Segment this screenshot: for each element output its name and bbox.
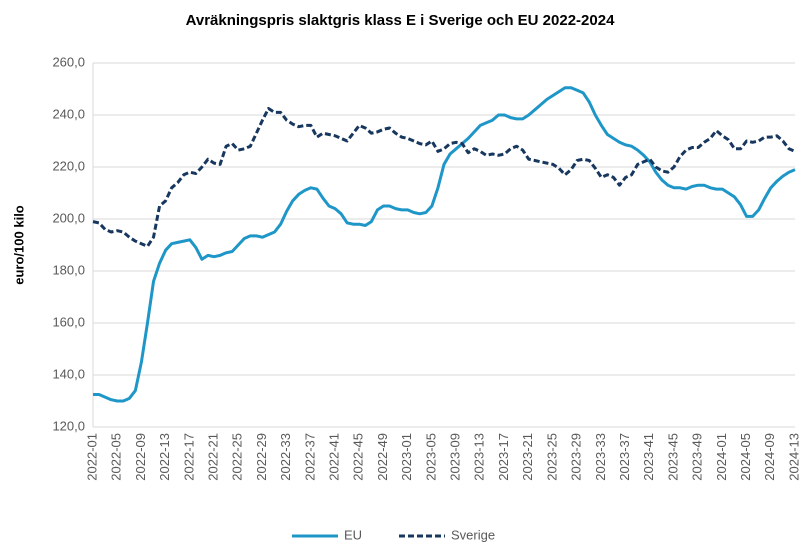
x-tick-label: 2024-01: [714, 433, 729, 481]
x-tick-label: 2022-45: [351, 433, 366, 481]
x-tick-label: 2023-21: [520, 433, 535, 481]
x-tick-label: 2023-45: [665, 433, 680, 481]
x-tick-label: 2022-37: [302, 433, 317, 481]
x-tick-label: 2022-49: [375, 433, 390, 481]
y-tick-label: 200,0: [52, 210, 85, 225]
x-tick-label: 2023-29: [569, 433, 584, 481]
y-tick-label: 240,0: [52, 106, 85, 121]
series-line: [93, 86, 796, 403]
x-tick-label: 2024-13: [786, 433, 801, 481]
x-tick-label: 2022-25: [230, 433, 245, 481]
x-tick-label: 2023-05: [423, 433, 438, 481]
legend-label: EU: [344, 527, 362, 542]
chart-title: Avräkningspris slaktgris klass E i Sveri…: [186, 12, 615, 29]
x-tick-label: 2023-01: [399, 433, 414, 481]
x-tick-label: 2022-09: [133, 433, 148, 481]
x-tick-label: 2023-49: [690, 433, 705, 481]
x-tick-label: 2023-41: [641, 433, 656, 481]
x-tick-label: 2022-29: [254, 433, 269, 481]
x-tick-label: 2023-17: [496, 433, 511, 481]
x-tick-label: 2022-13: [157, 433, 172, 481]
x-tick-label: 2022-17: [181, 433, 196, 481]
y-tick-label: 120,0: [52, 418, 85, 433]
y-tick-label: 260,0: [52, 54, 85, 69]
x-tick-label: 2023-09: [448, 433, 463, 481]
x-tick-label: 2024-05: [738, 433, 753, 481]
legend-label: Sverige: [451, 527, 495, 542]
x-tick-label: 2024-09: [762, 433, 777, 481]
x-tick-label: 2023-37: [617, 433, 632, 481]
series-line: [92, 107, 796, 248]
y-tick-label: 220,0: [52, 158, 85, 173]
x-tick-label: 2023-13: [472, 433, 487, 481]
x-tick-label: 2023-25: [544, 433, 559, 481]
x-tick-label: 2022-41: [327, 433, 342, 481]
y-axis-title: euro/100 kilo: [11, 205, 26, 285]
x-tick-label: 2022-01: [84, 433, 99, 481]
x-tick-label: 2022-05: [109, 433, 124, 481]
y-tick-label: 180,0: [52, 262, 85, 277]
x-tick-label: 2023-33: [593, 433, 608, 481]
y-tick-label: 140,0: [52, 366, 85, 381]
x-tick-label: 2022-21: [205, 433, 220, 481]
y-tick-label: 160,0: [52, 314, 85, 329]
x-tick-label: 2022-33: [278, 433, 293, 481]
